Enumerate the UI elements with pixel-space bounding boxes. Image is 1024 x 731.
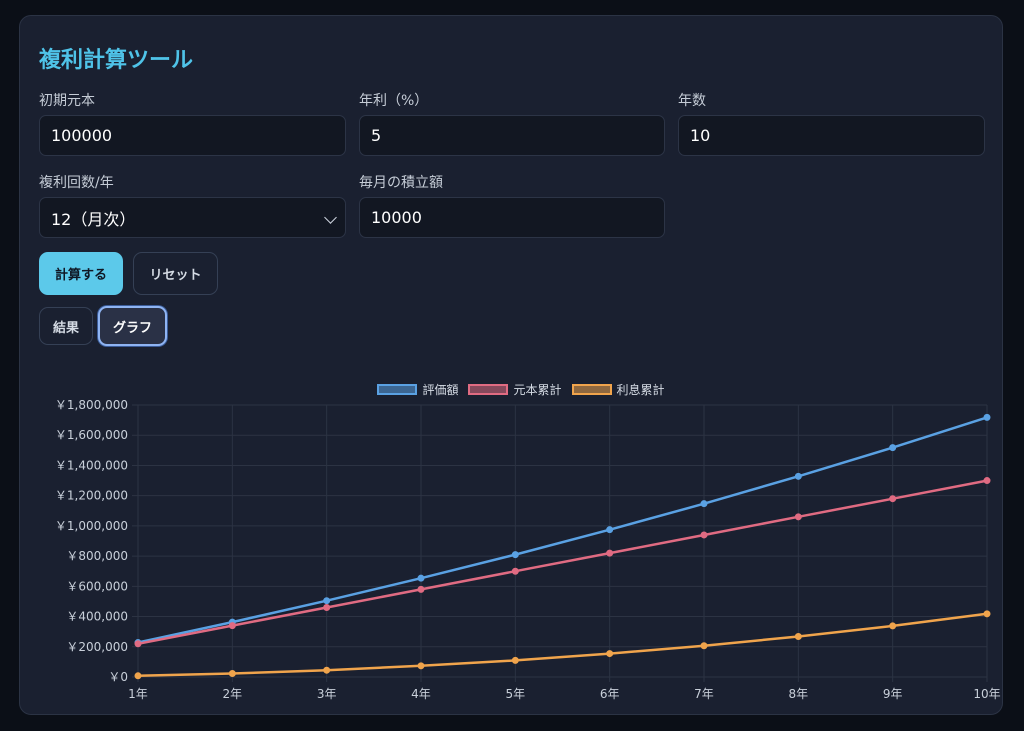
x-tick-label: 2年: [223, 687, 243, 701]
legend-label-interest: 利息累計: [616, 382, 665, 397]
tab-graph[interactable]: グラフ: [98, 306, 167, 346]
legend-item-interest[interactable]: 利息累計: [571, 379, 665, 399]
calculate-button[interactable]: 計算する: [39, 252, 123, 295]
data-point-interest: [794, 633, 802, 641]
data-point-interest: [606, 650, 614, 658]
x-tick-label: 8年: [789, 687, 809, 701]
data-point-interest: [228, 670, 236, 678]
data-point-interest: [417, 662, 425, 670]
y-tick-label: ￥600,000: [66, 579, 128, 593]
y-tick-label: ￥400,000: [66, 610, 128, 624]
legend-swatch-principal: [468, 383, 509, 395]
data-point-interest: [700, 642, 708, 650]
chart-legend: 評価額 元本累計 利息累計: [39, 379, 1003, 399]
x-tick-label: 3年: [317, 687, 337, 701]
chevron-down-icon: [324, 211, 337, 224]
compounding-label: 複利回数/年: [39, 175, 114, 191]
series-line-interest: [137, 612, 988, 678]
x-tick-label: 10年: [973, 687, 1000, 701]
data-point-valuation: [417, 574, 425, 582]
legend-item-valuation[interactable]: 評価額: [377, 379, 458, 399]
data-point-principal: [417, 585, 425, 593]
data-point-valuation: [511, 551, 519, 559]
x-tick-label: 7年: [694, 687, 714, 701]
monthly-input[interactable]: 10000: [359, 197, 665, 238]
data-point-valuation: [700, 500, 708, 508]
y-tick-label: ￥1,000,000: [55, 519, 128, 533]
data-point-valuation: [606, 526, 614, 534]
data-point-interest: [134, 672, 142, 680]
legend-swatch-valuation: [377, 383, 418, 395]
data-point-valuation: [794, 472, 802, 480]
rate-input[interactable]: 5: [359, 115, 665, 156]
data-point-principal: [323, 603, 331, 611]
chart-canvas: ￥0 ￥200,000 ￥400,000 ￥600,000 ￥800,000 ￥1,000…: [55, 398, 1001, 701]
principal-label: 初期元本: [39, 93, 95, 109]
data-point-valuation: [889, 444, 897, 452]
y-tick-label: ￥800,000: [66, 549, 128, 563]
x-tick-label: 6年: [600, 687, 620, 701]
y-tick-label: ￥200,000: [66, 640, 128, 654]
years-input[interactable]: 10: [678, 115, 985, 156]
x-tick-label: 5年: [506, 687, 526, 701]
data-point-interest: [323, 666, 331, 674]
x-tick-label: 4年: [411, 687, 431, 701]
legend-swatch-interest: [571, 383, 612, 395]
compounding-selected-value: 12（月次）: [51, 209, 136, 229]
monthly-label: 毎月の積立額: [359, 175, 443, 191]
data-point-principal: [606, 549, 614, 557]
data-point-valuation: [983, 413, 991, 421]
data-point-principal: [134, 640, 142, 648]
data-point-principal: [700, 531, 708, 539]
rate-label: 年利（%）: [359, 93, 429, 109]
y-tick-label: ￥1,800,000: [55, 398, 128, 412]
legend-label-principal: 元本累計: [513, 382, 562, 397]
data-point-principal: [228, 622, 236, 630]
data-point-valuation: [323, 597, 331, 605]
x-tick-label: 1年: [128, 687, 148, 701]
x-tick-label: 9年: [883, 687, 903, 701]
data-point-principal: [511, 567, 519, 575]
data-point-principal: [889, 495, 897, 503]
data-point-interest: [511, 656, 519, 664]
data-point-principal: [983, 477, 991, 485]
calculator-card: 複利計算ツール 初期元本 100000 年利（%） 5 年数 10 複利回数/年…: [19, 15, 1003, 715]
y-tick-label: ￥0: [108, 670, 128, 684]
series-line-principal: [137, 479, 988, 646]
growth-chart: ￥0 ￥200,000 ￥400,000 ￥600,000 ￥800,000 ￥1,000…: [39, 371, 1003, 706]
principal-input[interactable]: 100000: [39, 115, 346, 156]
years-label: 年数: [678, 93, 706, 109]
data-point-interest: [889, 622, 897, 630]
tab-results[interactable]: 結果: [39, 307, 93, 345]
data-point-interest: [983, 610, 991, 618]
y-tick-label: ￥1,200,000: [55, 489, 128, 503]
y-tick-label: ￥1,600,000: [55, 428, 128, 442]
legend-label-valuation: 評価額: [422, 382, 459, 397]
compounding-select[interactable]: 12（月次）: [39, 197, 346, 238]
y-tick-label: ￥1,400,000: [55, 458, 128, 472]
series-line-valuation: [137, 416, 988, 644]
page-title: 複利計算ツール: [39, 48, 194, 73]
reset-button[interactable]: リセット: [133, 252, 218, 295]
data-point-principal: [794, 513, 802, 521]
legend-item-principal[interactable]: 元本累計: [468, 379, 562, 399]
